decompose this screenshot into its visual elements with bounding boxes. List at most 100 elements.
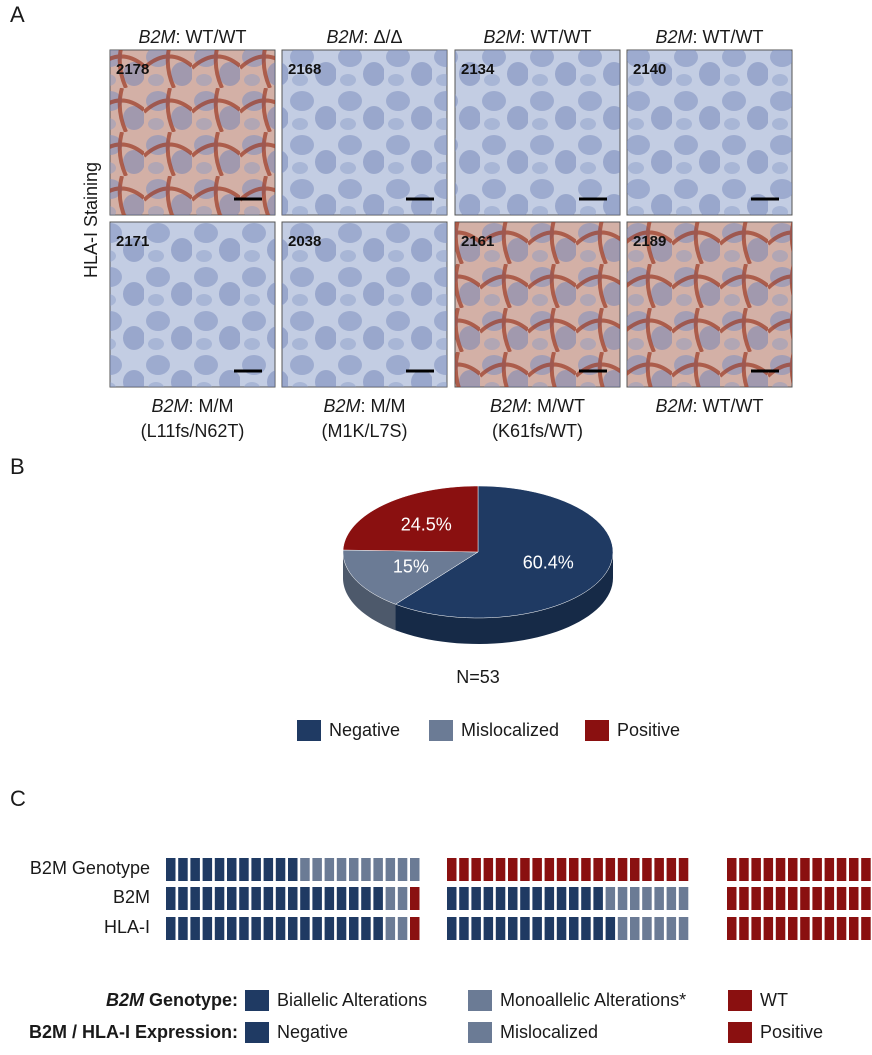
cell	[751, 887, 761, 910]
cell	[373, 887, 383, 910]
micrograph-texture	[110, 222, 275, 387]
cell	[678, 858, 689, 881]
cell	[361, 887, 371, 910]
cell	[385, 917, 396, 940]
cell	[349, 858, 359, 881]
cell	[166, 887, 176, 910]
cell	[532, 917, 542, 940]
cell	[214, 887, 225, 910]
cell	[788, 858, 798, 881]
cell	[275, 917, 286, 940]
cell	[569, 887, 579, 910]
cell	[227, 887, 237, 910]
text-part: B2M	[151, 396, 188, 416]
sample-id: 2038	[288, 233, 321, 250]
legend-swatch	[245, 990, 269, 1011]
row-label: B2M Genotype	[30, 858, 150, 878]
cell	[263, 917, 274, 940]
legend-title: B2M Genotype:	[106, 990, 238, 1010]
cell	[410, 858, 420, 881]
cell	[849, 858, 859, 881]
cell	[275, 887, 286, 910]
cell	[361, 858, 371, 881]
cell	[593, 917, 603, 940]
row-label: HLA-I	[104, 917, 150, 937]
text-part: B2M	[490, 396, 527, 416]
cell	[190, 858, 200, 881]
mutation-label: (L11fs/N62T)	[141, 421, 245, 441]
cell	[227, 917, 237, 940]
cell	[642, 887, 652, 910]
cell	[385, 858, 396, 881]
legend-swatch	[429, 720, 453, 741]
cell	[836, 887, 847, 910]
text-part: : M/M	[361, 396, 406, 416]
cell	[312, 887, 322, 910]
cell	[727, 917, 737, 940]
cell	[251, 858, 261, 881]
legend-label: Mislocalized	[461, 720, 559, 740]
cell	[739, 917, 749, 940]
cell	[190, 917, 200, 940]
legend-label: Positive	[617, 720, 680, 740]
cell	[520, 887, 530, 910]
sample-id: 2134	[461, 61, 495, 78]
cell	[471, 858, 481, 881]
micrograph-stain	[455, 222, 620, 387]
cell	[556, 858, 567, 881]
text-part: : M/M	[189, 396, 234, 416]
cell	[642, 917, 652, 940]
y-label: HLA-I Staining	[81, 162, 101, 278]
cell	[788, 917, 798, 940]
cell	[397, 917, 408, 940]
mutation-label: (K61fs/WT)	[492, 421, 583, 441]
cell	[593, 858, 603, 881]
cell	[678, 917, 689, 940]
cell	[824, 917, 835, 940]
cell	[508, 858, 518, 881]
cell	[324, 887, 335, 910]
text-part: B2M	[656, 27, 693, 47]
cell	[447, 887, 457, 910]
pie-side	[395, 552, 613, 644]
cell	[202, 917, 213, 940]
text-part: B2M	[139, 27, 176, 47]
cell	[312, 917, 322, 940]
cell	[630, 887, 640, 910]
cell	[654, 887, 664, 910]
text-part: : Δ/Δ	[363, 27, 402, 47]
cell	[763, 917, 774, 940]
genotype-label: B2M: M/M	[323, 396, 405, 416]
cell	[861, 858, 871, 881]
cell	[800, 858, 810, 881]
cell	[459, 858, 469, 881]
cell	[397, 887, 408, 910]
cell	[861, 887, 871, 910]
cell	[812, 858, 822, 881]
cell	[666, 917, 677, 940]
cell	[556, 887, 567, 910]
sample-id: 2171	[116, 233, 149, 250]
text-part: : WT/WT	[521, 27, 592, 47]
cell	[373, 917, 383, 940]
cell	[824, 858, 835, 881]
legend-swatch	[728, 1022, 752, 1043]
cell	[495, 887, 506, 910]
genotype-label: B2M: WT/WT	[484, 27, 592, 47]
cell	[836, 917, 847, 940]
cell	[166, 858, 176, 881]
micrograph-texture	[282, 222, 447, 387]
cell	[251, 887, 261, 910]
genotype-label: B2M: M/WT	[490, 396, 585, 416]
text-part: B2M	[656, 396, 693, 416]
pie-slice	[342, 485, 479, 553]
cell	[202, 887, 213, 910]
cell	[569, 917, 579, 940]
cell	[532, 887, 542, 910]
cell	[483, 917, 494, 940]
text-part: : WT/WT	[693, 396, 764, 416]
sample-id: 2178	[116, 61, 149, 78]
cell	[666, 887, 677, 910]
cell	[775, 887, 786, 910]
